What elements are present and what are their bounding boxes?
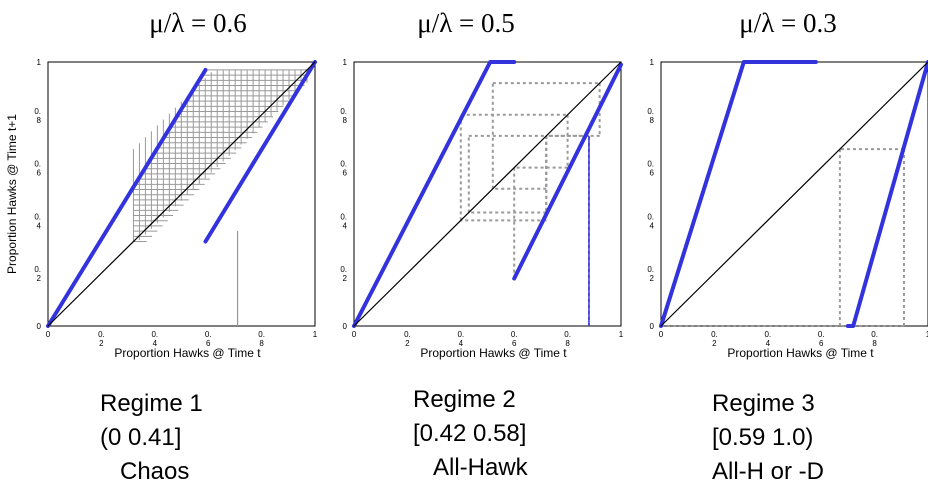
x-tick-label: 1 — [313, 330, 318, 339]
y-tick-label: 0. 2 — [340, 265, 347, 283]
y-tick-label: 1 — [343, 58, 348, 67]
y-tick-label: 0. 8 — [647, 107, 654, 125]
regime-line1: Regime 1 — [100, 390, 203, 417]
map-series-1 — [659, 60, 818, 328]
y-tick-label: 0 — [650, 322, 655, 331]
regime-line2: [0.42 0.58] — [413, 420, 527, 447]
y-tick-label: 0. 2 — [34, 265, 41, 283]
map-series-2 — [203, 60, 317, 244]
map-series-2 — [845, 60, 928, 328]
panel-2: 0 0. 2 0. 4 0. 6 0. 8 1 0 0. 2 0. 4 0. 6 0. 8 1 Proportion H… — [340, 58, 623, 360]
x-tick-label: 0. 2 — [404, 330, 411, 348]
diagonal-line — [660, 61, 928, 327]
y-tick-label: 0. 2 — [647, 265, 654, 283]
x-tick-label: 0. 4 — [764, 330, 771, 348]
y-tick-label: 0 — [37, 322, 42, 331]
y-tick-label: 0. 8 — [34, 107, 41, 125]
diagonal-line — [47, 61, 316, 327]
x-axis-label: Proportion Hawks @ Time t — [727, 346, 874, 360]
x-tick-label: 0. 4 — [151, 330, 158, 348]
x-tick-label: 0 — [352, 330, 357, 339]
y-tick-label: 0. 6 — [34, 160, 41, 178]
y-tick-label: 0. 4 — [647, 212, 654, 230]
map-series-1 — [46, 67, 208, 328]
regime-line3: All-Hawk — [433, 454, 528, 481]
x-tick-label: 0. 4 — [457, 330, 464, 348]
regime-line1: Regime 3 — [712, 390, 815, 417]
x-tick-label: 1 — [619, 330, 624, 339]
regime-line3: All-H or -D — [712, 458, 824, 485]
x-tick-label: 0. 8 — [258, 330, 265, 348]
regime-line3: Chaos — [120, 458, 190, 485]
x-tick-label: 0. 6 — [205, 330, 212, 348]
panel-title: μ/λ = 0.3 — [739, 8, 837, 38]
regime-block: Regime 3 [0.59 1.0) All-H or -D — [712, 392, 824, 494]
plot-frame — [47, 61, 316, 327]
y-tick-label: 0. 4 — [340, 212, 347, 230]
x-tick-label: 0. 2 — [98, 330, 105, 348]
y-tick-label: 0. 8 — [340, 107, 347, 125]
regime-line1: Regime 2 — [413, 386, 516, 413]
x-tick-label: 0. 8 — [564, 330, 571, 348]
y-tick-label: 0. 4 — [34, 212, 41, 230]
x-tick-label: 0 — [46, 330, 51, 339]
panel-title: μ/λ = 0.6 — [149, 8, 247, 38]
panel-title: μ/λ = 0.5 — [417, 8, 515, 38]
plot-frame — [353, 61, 622, 327]
x-axis-label: Proportion Hawks @ Time t — [420, 346, 567, 360]
y-tick-label: 1 — [37, 58, 42, 67]
x-axis-label: Proportion Hawks @ Time t — [114, 346, 261, 360]
x-tick-label: 0. 6 — [511, 330, 518, 348]
regime-block: Regime 2 [0.42 0.58] All-Hawk — [413, 388, 528, 490]
y-tick-label: 0. 6 — [647, 160, 654, 178]
x-tick-label: 0. 6 — [818, 330, 825, 348]
y-axis-label: Proportion Hawks @ Time t+1 — [5, 114, 19, 274]
map-series-2 — [512, 62, 623, 281]
regime-line2: (0 0.41] — [100, 424, 182, 451]
y-tick-label: 0. 6 — [340, 160, 347, 178]
x-tick-label: 0. 8 — [871, 330, 878, 348]
panel-1: 0 0. 2 0. 4 0. 6 0. 8 1 0 0. 2 0. 4 0. 6 0. 8 1 Proportion H… — [5, 58, 318, 360]
x-tick-label: 0 — [659, 330, 664, 339]
regime-block: Regime 1 (0 0.41] Chaos — [100, 392, 203, 494]
x-tick-label: 0. 2 — [711, 330, 718, 348]
map-series-1 — [352, 60, 517, 328]
y-tick-label: 1 — [650, 58, 655, 67]
diagonal-line — [353, 61, 622, 327]
x-tick-label: 1 — [926, 330, 928, 339]
y-tick-label: 0 — [343, 322, 348, 331]
regime-line2: [0.59 1.0) — [712, 424, 814, 451]
panel-3: 0 0.2 0.4 0.6 0.8 1 0 0.2 0.4 0.6 0.8 1 Proportion H… — [647, 58, 928, 360]
